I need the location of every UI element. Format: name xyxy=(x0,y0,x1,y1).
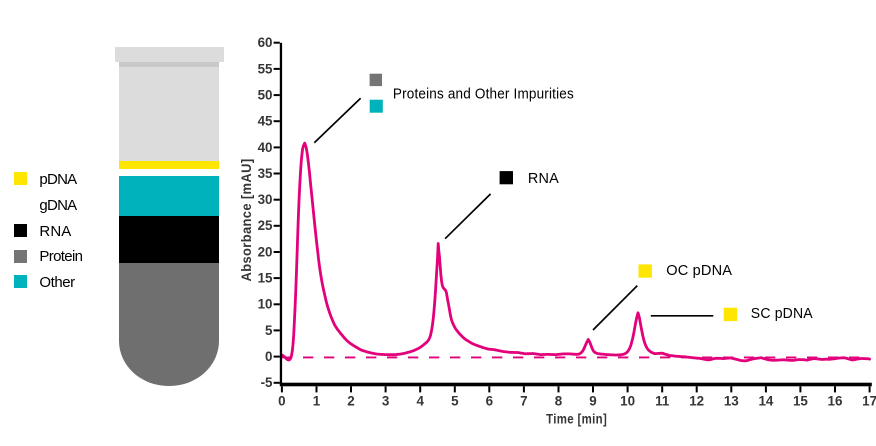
svg-text:15: 15 xyxy=(258,271,273,286)
svg-text:35: 35 xyxy=(258,166,273,181)
svg-text:25: 25 xyxy=(258,218,273,233)
svg-text:13: 13 xyxy=(724,394,739,409)
svg-text:9: 9 xyxy=(589,394,596,409)
svg-text:OC pDNA: OC pDNA xyxy=(666,262,733,279)
svg-text:20: 20 xyxy=(258,244,273,259)
svg-text:Absorbance [mAU]: Absorbance [mAU] xyxy=(239,158,254,281)
svg-text:30: 30 xyxy=(258,192,273,207)
svg-text:Proteins and Other Impurities: Proteins and Other Impurities xyxy=(393,85,574,102)
svg-text:SC pDNA: SC pDNA xyxy=(751,305,814,322)
svg-text:8: 8 xyxy=(555,394,563,409)
svg-text:Time [min]: Time [min] xyxy=(546,412,607,427)
svg-text:14: 14 xyxy=(758,394,773,409)
svg-text:5: 5 xyxy=(265,323,273,338)
svg-text:1: 1 xyxy=(313,394,321,409)
svg-text:6: 6 xyxy=(486,394,493,409)
svg-text:7: 7 xyxy=(520,394,527,409)
svg-text:10: 10 xyxy=(620,394,635,409)
svg-text:0: 0 xyxy=(265,349,272,364)
svg-text:55: 55 xyxy=(258,61,273,76)
svg-text:50: 50 xyxy=(258,88,273,103)
svg-text:0: 0 xyxy=(278,394,285,409)
svg-text:40: 40 xyxy=(258,140,273,155)
svg-text:-5: -5 xyxy=(261,375,273,390)
svg-text:4: 4 xyxy=(416,394,424,409)
svg-text:15: 15 xyxy=(793,394,808,409)
svg-text:16: 16 xyxy=(828,394,843,409)
svg-text:17: 17 xyxy=(862,394,876,409)
svg-text:5: 5 xyxy=(451,394,459,409)
svg-text:12: 12 xyxy=(689,394,704,409)
svg-text:45: 45 xyxy=(258,114,273,129)
svg-text:3: 3 xyxy=(382,394,389,409)
svg-text:2: 2 xyxy=(347,394,354,409)
svg-text:RNA: RNA xyxy=(528,170,560,187)
svg-text:11: 11 xyxy=(655,394,670,409)
svg-text:60: 60 xyxy=(258,35,273,50)
svg-text:10: 10 xyxy=(258,297,273,312)
